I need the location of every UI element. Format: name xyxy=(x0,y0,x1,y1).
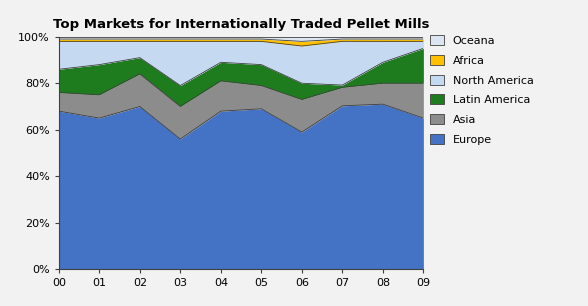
Legend: Oceana, Africa, North America, Latin America, Asia, Europe: Oceana, Africa, North America, Latin Ame… xyxy=(427,32,537,148)
Title: Top Markets for Internationally Traded Pellet Mills: Top Markets for Internationally Traded P… xyxy=(53,18,429,32)
